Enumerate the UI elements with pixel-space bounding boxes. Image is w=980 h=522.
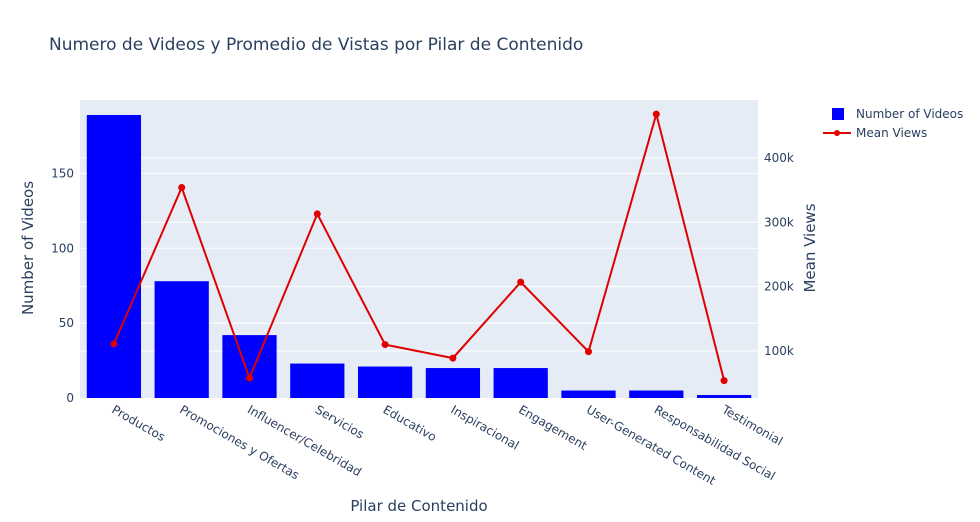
- bar[interactable]: [629, 390, 684, 398]
- y-tick-label: 150: [51, 166, 74, 180]
- x-tick-label: Servicios: [313, 402, 367, 441]
- x-tick-label: Educativo: [381, 402, 439, 444]
- x-tick-label: Promociones y Ofertas: [177, 402, 301, 482]
- bar[interactable]: [493, 368, 548, 398]
- legend-swatch-marker: [834, 130, 840, 136]
- x-tick-label: User-Generated Content: [584, 402, 718, 488]
- y-axis-title: Number of Videos: [19, 181, 37, 315]
- line-series: [110, 110, 728, 385]
- chart-title: Numero de Videos y Promedio de Vistas po…: [49, 35, 583, 55]
- legend[interactable]: Number of Videos Mean Views: [823, 107, 963, 140]
- x-tick-label: Influencer/Celebridad: [245, 402, 364, 479]
- bar[interactable]: [86, 114, 142, 398]
- legend-label-bars: Number of Videos: [856, 107, 963, 121]
- legend-label-line: Mean Views: [856, 126, 927, 140]
- bar-series: [86, 114, 752, 398]
- line-point[interactable]: [110, 340, 118, 348]
- line-point[interactable]: [381, 341, 389, 349]
- bar[interactable]: [425, 368, 481, 398]
- x-tick-label: Engagement: [516, 402, 590, 453]
- line-point[interactable]: [720, 377, 728, 385]
- y-tick-label: 50: [59, 316, 74, 330]
- line-point[interactable]: [652, 110, 660, 118]
- bar[interactable]: [222, 335, 277, 398]
- y-tick-label: 0: [66, 391, 74, 405]
- x-tick-label: Inspiracional: [448, 402, 521, 452]
- y2-tick-label: 200k: [764, 280, 794, 294]
- y2-tick-label: 300k: [764, 215, 794, 229]
- y-axis-ticks: 0 50 100 150: [51, 166, 74, 405]
- line-point[interactable]: [517, 278, 525, 286]
- y2-axis-ticks: 100k 200k 300k 400k: [764, 151, 794, 358]
- line-point[interactable]: [178, 184, 186, 192]
- line-point[interactable]: [585, 348, 592, 356]
- bar[interactable]: [696, 395, 752, 398]
- x-tick-label: Testimonial: [719, 402, 785, 448]
- y-tick-label: 100: [51, 241, 74, 255]
- y2-tick-label: 100k: [764, 344, 794, 358]
- line-point[interactable]: [313, 210, 321, 218]
- x-tick-label: Responsabilidad Social: [652, 402, 778, 483]
- line-point[interactable]: [246, 374, 253, 382]
- bar[interactable]: [561, 390, 616, 398]
- series-line: [112, 110, 726, 381]
- bar[interactable]: [154, 281, 209, 398]
- y2-axis-title: Mean Views: [801, 203, 819, 292]
- bar[interactable]: [290, 363, 345, 398]
- x-axis-title: Pilar de Contenido: [350, 497, 487, 515]
- y2-tick-label: 400k: [764, 151, 794, 165]
- x-axis-ticks: Productos Promociones y OfertasInfluencer…: [109, 402, 785, 488]
- legend-swatch-bars: [832, 108, 844, 120]
- bar[interactable]: [357, 366, 413, 398]
- x-tick-label: Productos: [109, 402, 167, 444]
- line-point[interactable]: [449, 354, 457, 362]
